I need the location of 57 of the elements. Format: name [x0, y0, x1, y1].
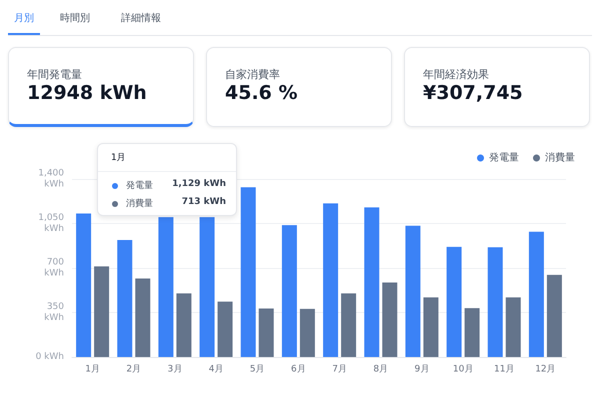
text: 1月 [111, 152, 126, 164]
x-tick-label: 8月 [373, 364, 388, 374]
text: 年間経済効果 [423, 67, 489, 82]
annotation: 消費量 [126, 198, 153, 210]
x-tick-label: 5月 [250, 364, 265, 374]
x-tick-label: 11月 [494, 364, 514, 374]
bar [446, 246, 462, 357]
y-tick-label: 350 kWh [44, 302, 64, 323]
bar [135, 278, 150, 357]
bar [488, 247, 503, 357]
annotation: 発電量 [126, 180, 153, 192]
text: 月別 [8, 11, 40, 35]
x-tick-label: 10月 [452, 364, 474, 374]
bar [76, 213, 92, 357]
x-tick-label: 3月 [168, 364, 182, 374]
y-tick-label: 1,050 kWh [38, 213, 64, 234]
bar [158, 217, 174, 357]
text: 詳細情報 [120, 12, 162, 26]
text: 自家消費率 [225, 67, 280, 82]
y-tick-label: 1,400 kWh [38, 168, 64, 190]
x-tick-label: 7月 [332, 364, 347, 374]
text: 45.6 % [225, 82, 298, 104]
annotation: 713 kWh [182, 197, 226, 207]
bar [300, 308, 315, 357]
bar [423, 297, 438, 357]
bar [218, 302, 233, 357]
y-tick-label: 700 kWh [44, 258, 64, 278]
text: ¥307,745 [423, 82, 523, 104]
x-tick-label: 12月 [535, 364, 556, 374]
bar [382, 282, 398, 357]
x-tick-label: 4月 [208, 364, 224, 374]
bar [117, 240, 132, 357]
bar [258, 308, 274, 357]
x-tick-label: 2月 [126, 364, 142, 374]
bar [200, 217, 215, 357]
bar [506, 297, 521, 357]
text: 年間発電量 [27, 67, 82, 82]
bar [364, 207, 380, 357]
bar [94, 266, 110, 357]
text: 12948 kWh [27, 82, 147, 104]
annotation: 1,129 kWh [172, 179, 226, 189]
bar [282, 225, 297, 357]
bar [546, 274, 562, 357]
x-tick-label: 6月 [291, 364, 306, 374]
bar [176, 293, 192, 357]
legend-label: 発電量 [489, 152, 519, 164]
y-tick-label: 0 kWh [36, 352, 64, 362]
bar [240, 187, 256, 357]
x-tick-label: 9月 [414, 364, 430, 374]
legend-label: 消費量 [545, 152, 575, 164]
bar [464, 308, 480, 357]
x-tick-label: 1月 [85, 364, 100, 374]
bar [528, 232, 544, 357]
bar [323, 203, 338, 357]
bar [405, 226, 420, 357]
text: 時間別 [59, 12, 91, 26]
bar [341, 293, 356, 357]
